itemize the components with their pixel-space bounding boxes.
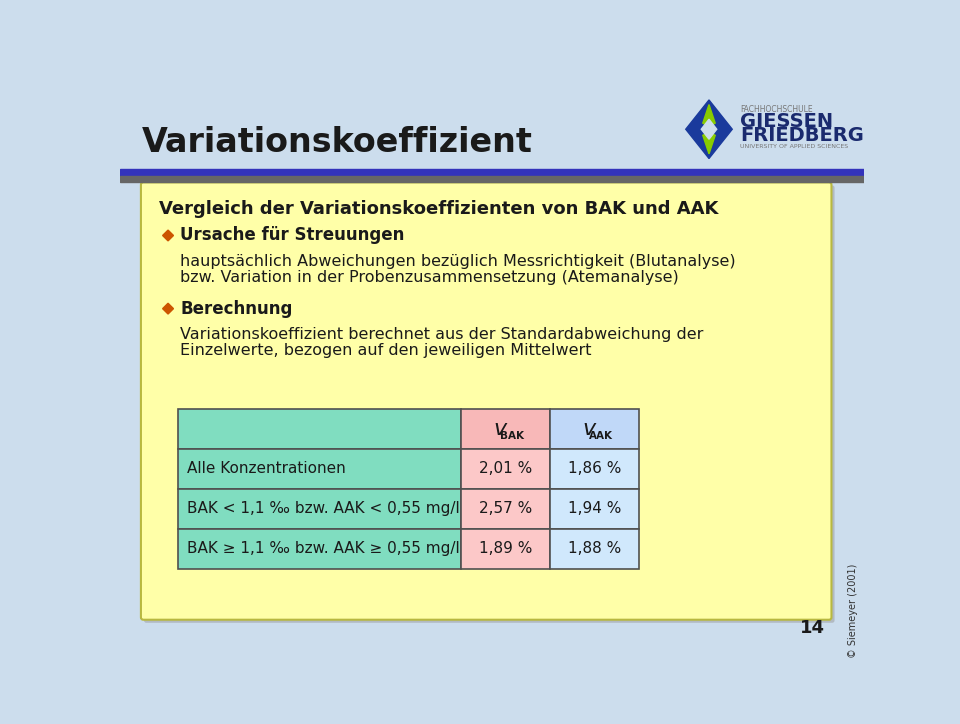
Text: UNIVERSITY OF APPLIED SCIENCES: UNIVERSITY OF APPLIED SCIENCES xyxy=(740,145,848,149)
Bar xyxy=(550,449,639,489)
Polygon shape xyxy=(703,104,715,127)
Text: $\mathit{v}$: $\mathit{v}$ xyxy=(493,418,509,439)
Polygon shape xyxy=(162,303,174,314)
Bar xyxy=(120,176,864,182)
Text: 14: 14 xyxy=(800,619,825,637)
Bar xyxy=(120,169,864,176)
Bar xyxy=(550,529,639,569)
Text: 1,88 %: 1,88 % xyxy=(568,542,621,556)
Text: © Siemeyer (2001): © Siemeyer (2001) xyxy=(848,563,858,657)
Bar xyxy=(461,489,550,529)
Polygon shape xyxy=(709,100,732,159)
Text: Ursache für Streuungen: Ursache für Streuungen xyxy=(180,227,405,245)
Polygon shape xyxy=(162,230,174,241)
Text: 2,01 %: 2,01 % xyxy=(479,461,532,476)
Bar xyxy=(550,489,639,529)
Bar xyxy=(461,449,550,489)
Bar xyxy=(179,529,461,569)
Bar xyxy=(179,409,461,449)
Text: Variationskoeffizient berechnet aus der Standardabweichung der: Variationskoeffizient berechnet aus der … xyxy=(180,327,704,342)
Polygon shape xyxy=(685,100,709,159)
Bar xyxy=(179,449,461,489)
Text: FRIEDBERG: FRIEDBERG xyxy=(740,126,864,145)
FancyBboxPatch shape xyxy=(141,182,831,620)
Polygon shape xyxy=(703,132,715,154)
Text: AAK: AAK xyxy=(588,431,612,441)
Text: bzw. Variation in der Probenzusammensetzung (Atemanalyse): bzw. Variation in der Probenzusammensetz… xyxy=(180,270,680,285)
FancyBboxPatch shape xyxy=(144,185,834,623)
Text: BAK ≥ 1,1 ‰ bzw. AAK ≥ 0,55 mg/l: BAK ≥ 1,1 ‰ bzw. AAK ≥ 0,55 mg/l xyxy=(187,542,460,556)
Text: 1,86 %: 1,86 % xyxy=(568,461,621,476)
Text: Vergleich der Variationskoeffizienten von BAK und AAK: Vergleich der Variationskoeffizienten vo… xyxy=(158,200,718,217)
Text: Variationskoeffizient: Variationskoeffizient xyxy=(142,126,533,159)
Text: Alle Konzentrationen: Alle Konzentrationen xyxy=(187,461,347,476)
Text: 1,89 %: 1,89 % xyxy=(479,542,532,556)
Text: GIESSEN: GIESSEN xyxy=(740,112,833,131)
Bar xyxy=(179,489,461,529)
Bar xyxy=(461,529,550,569)
Polygon shape xyxy=(701,119,717,139)
Text: 2,57 %: 2,57 % xyxy=(479,501,532,516)
Text: Berechnung: Berechnung xyxy=(180,300,293,318)
Bar xyxy=(461,409,550,449)
Text: $\mathit{v}$: $\mathit{v}$ xyxy=(583,418,598,439)
Text: FACHHOCHSCHULE: FACHHOCHSCHULE xyxy=(740,105,812,114)
Text: hauptsächlich Abweichungen bezüglich Messrichtigkeit (Blutanalyse): hauptsächlich Abweichungen bezüglich Mes… xyxy=(180,254,736,269)
Text: Einzelwerte, bezogen auf den jeweiligen Mittelwert: Einzelwerte, bezogen auf den jeweiligen … xyxy=(180,343,592,358)
Text: BAK: BAK xyxy=(500,431,524,441)
Text: BAK < 1,1 ‰ bzw. AAK < 0,55 mg/l: BAK < 1,1 ‰ bzw. AAK < 0,55 mg/l xyxy=(187,501,460,516)
Bar xyxy=(550,409,639,449)
Text: 1,94 %: 1,94 % xyxy=(568,501,621,516)
